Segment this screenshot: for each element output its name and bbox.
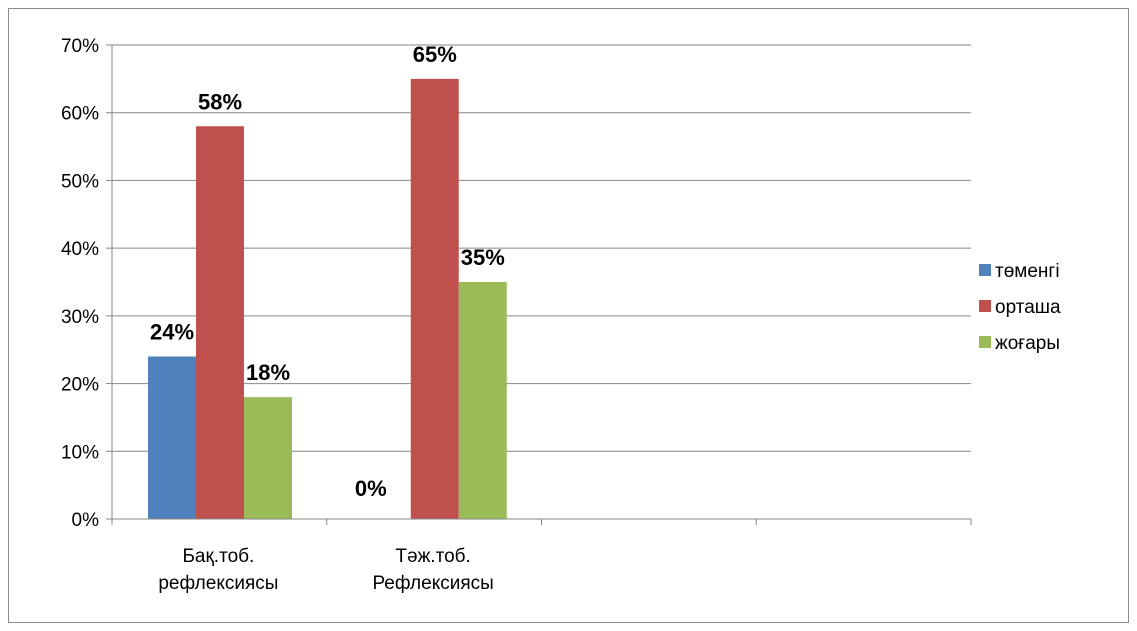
bar-төменгі-0: [148, 356, 196, 519]
grid-lines: [112, 44, 971, 452]
bar-chart: 0% 10% 20% 30% 40% 50% 60% 70% Бақ.тоб. рефлекси…: [61, 36, 1061, 594]
x-tick-label: Рефлексиясы: [372, 573, 493, 594]
y-tick-label: 40%: [61, 239, 99, 260]
x-tick-label: Тәж.тоб.: [395, 546, 470, 567]
legend-swatch-0: [979, 264, 991, 276]
bar-орташа-0: [196, 126, 244, 519]
data-label: 65%: [413, 42, 457, 67]
y-tick-label: 20%: [61, 375, 99, 396]
legend-swatch-1: [979, 300, 991, 312]
y-tick-labels: 0% 10% 20% 30% 40% 50% 60% 70%: [61, 36, 99, 531]
bar-жоғары-1: [458, 282, 507, 519]
chart-frame: 0% 10% 20% 30% 40% 50% 60% 70% Бақ.тоб. рефлекси…: [8, 8, 1129, 623]
y-tick-label: 0%: [72, 510, 100, 531]
axes: [106, 44, 972, 525]
data-label: 24%: [150, 319, 194, 344]
x-tick-label: Бақ.тоб.: [182, 546, 254, 567]
data-label: 35%: [461, 245, 505, 270]
legend-label-0: төменгі: [995, 261, 1060, 282]
y-tick-label: 70%: [61, 36, 99, 57]
legend-label-2: жоғары: [995, 333, 1060, 354]
x-tick-label: рефлексиясы: [158, 573, 278, 594]
y-tick-label: 10%: [61, 442, 99, 463]
x-tick-labels: Бақ.тоб. рефлексиясы Тәж.тоб. Рефлексиясы: [158, 546, 493, 594]
bar-жоғары-0: [244, 397, 292, 519]
y-tick-label: 50%: [61, 171, 99, 192]
y-tick-label: 30%: [61, 307, 99, 328]
data-label: 58%: [198, 89, 242, 114]
data-label: 18%: [246, 360, 290, 385]
legend: төменгі орташа жоғары: [979, 261, 1061, 354]
data-labels: 24% 0% 58% 65% 18% 35%: [150, 42, 505, 501]
y-tick-label: 60%: [61, 104, 99, 125]
legend-swatch-2: [979, 336, 991, 348]
legend-label-1: орташа: [995, 297, 1061, 318]
data-label: 0%: [355, 476, 387, 501]
bars: [148, 78, 507, 519]
bar-орташа-1: [410, 78, 459, 519]
